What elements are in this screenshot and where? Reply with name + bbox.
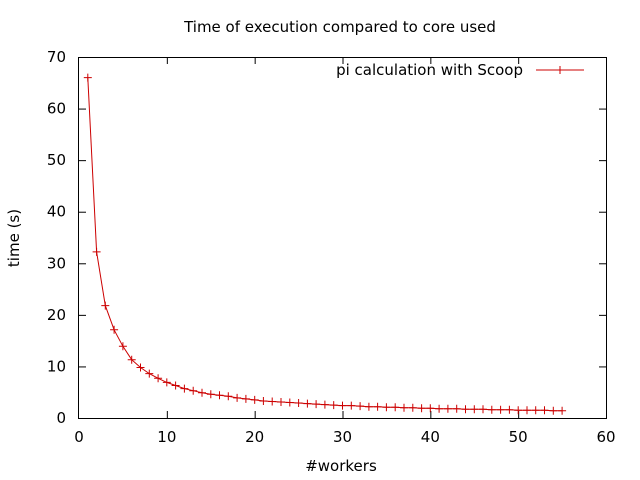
data-point-marker	[171, 381, 180, 390]
data-point-marker	[470, 405, 479, 414]
series-layer	[83, 73, 567, 415]
data-point-marker	[189, 386, 198, 395]
x-tick-label: 10	[157, 428, 176, 446]
axis-ticks: 0 10 20 30 40 50 60 0 10 20 30 40 50 60 70	[47, 48, 616, 446]
chart-title: Time of execution compared to core used	[183, 18, 496, 36]
data-point-marker	[320, 400, 329, 409]
data-point-marker	[540, 406, 549, 415]
data-point-marker	[426, 404, 435, 413]
data-point-marker	[110, 325, 119, 334]
legend-label: pi calculation with Scoop	[336, 61, 523, 79]
data-point-marker	[224, 392, 233, 401]
data-point-marker	[514, 406, 523, 415]
y-tick-label: 10	[47, 357, 66, 375]
data-point-marker	[294, 399, 303, 407]
data-point-marker	[162, 378, 171, 387]
data-point-marker	[145, 369, 154, 378]
data-point-marker	[523, 406, 531, 415]
data-point-marker	[382, 403, 391, 412]
data-point-marker	[198, 388, 206, 397]
y-tick-label: 30	[47, 254, 66, 272]
data-point-marker	[443, 404, 452, 413]
data-point-marker	[268, 397, 277, 406]
data-point-marker	[206, 390, 215, 399]
data-point-marker	[329, 401, 338, 410]
plot-area-frame	[78, 57, 607, 419]
x-axis-label: #workers	[305, 457, 377, 475]
data-point-marker	[417, 404, 426, 413]
legend-marker	[556, 66, 564, 74]
data-point-marker	[92, 247, 101, 256]
y-tick-label: 50	[47, 151, 66, 169]
y-tick-label: 70	[47, 48, 66, 66]
x-tick-label: 20	[245, 428, 264, 446]
data-point-marker	[118, 342, 127, 351]
y-tick-label: 60	[47, 100, 66, 118]
data-point-marker	[487, 405, 496, 414]
data-point-marker	[531, 406, 540, 415]
data-point-marker	[250, 395, 259, 404]
data-point-marker	[312, 400, 321, 409]
data-point-marker	[101, 301, 110, 310]
y-tick-label: 40	[47, 203, 66, 221]
data-point-marker	[479, 405, 487, 414]
x-tick-label: 50	[509, 428, 528, 446]
data-point-marker	[277, 398, 285, 406]
data-point-marker	[549, 406, 558, 415]
y-tick-label: 0	[56, 409, 66, 427]
data-point-marker	[241, 394, 250, 403]
data-point-marker	[83, 73, 92, 82]
series-line	[87, 77, 563, 412]
x-tick-label: 40	[421, 428, 440, 446]
data-point-marker	[180, 384, 189, 393]
x-tick-label: 30	[333, 428, 352, 446]
data-point-marker	[154, 374, 163, 383]
data-point-marker	[505, 405, 514, 414]
data-point-marker	[136, 363, 145, 372]
data-point-marker	[303, 399, 312, 408]
data-point-marker	[364, 402, 373, 411]
data-point-marker	[233, 393, 242, 402]
data-point-marker	[558, 406, 567, 415]
data-point-marker	[127, 355, 136, 364]
data-point-marker	[435, 404, 444, 413]
data-point-marker	[408, 403, 417, 412]
legend: pi calculation with Scoop	[336, 61, 584, 79]
data-point-marker	[373, 402, 382, 411]
data-point-marker	[356, 402, 365, 411]
data-point-marker	[391, 403, 400, 412]
data-point-marker	[338, 401, 347, 410]
y-tick-label: 20	[47, 306, 66, 324]
data-point-marker	[215, 391, 224, 400]
data-point-marker	[347, 401, 356, 410]
x-tick-label: 0	[74, 428, 84, 446]
data-point-marker	[452, 404, 461, 413]
data-point-marker	[259, 397, 268, 405]
data-point-marker	[400, 403, 408, 412]
data-point-marker	[285, 398, 294, 407]
data-point-marker	[461, 405, 470, 414]
data-point-marker	[496, 405, 505, 414]
x-tick-label: 60	[596, 428, 615, 446]
y-axis-label: time (s)	[5, 209, 23, 267]
